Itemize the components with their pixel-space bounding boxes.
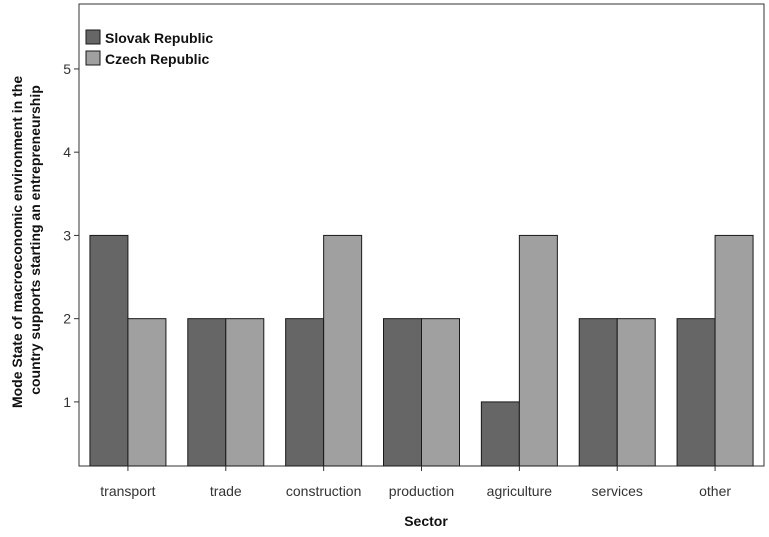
bar-czech-agriculture — [518, 234, 558, 467]
legend-swatch-slovak — [85, 29, 101, 45]
bars — [89, 234, 754, 467]
bar-czech-production — [421, 318, 460, 467]
y-tick-label: 2 — [63, 311, 71, 327]
y-tick-label: 3 — [63, 227, 71, 243]
x-tick-label-trade: trade — [210, 483, 242, 499]
legend: Slovak Republic Czech Republic — [85, 29, 213, 67]
y-axis-title: Mode State of macroeconomic environment … — [9, 72, 43, 408]
bar-slovak-agriculture — [480, 401, 520, 467]
bar-slovak-transport — [89, 234, 129, 467]
y-tick-label: 5 — [63, 61, 71, 77]
x-tick-label-construction: construction — [286, 483, 361, 499]
bar-slovak-construction — [285, 318, 325, 467]
x-axis-title: Sector — [404, 513, 448, 529]
bar-czech-transport — [127, 318, 167, 467]
x-tick-label-production: production — [389, 483, 454, 499]
bar-slovak-trade — [187, 318, 227, 467]
bar-czech-trade — [225, 318, 265, 467]
y-axis-title-line-2: country supports starting an entrepreneu… — [27, 85, 43, 395]
x-tick-label-agriculture: agriculture — [487, 483, 553, 499]
legend-label-slovak: Slovak Republic — [105, 30, 213, 46]
x-tick-label-other: other — [699, 483, 731, 499]
legend-swatch-czech — [85, 50, 101, 66]
x-tick-label-services: services — [592, 483, 643, 499]
bar-czech-construction — [323, 234, 363, 467]
bar-czech-services — [616, 318, 656, 467]
bar-slovak-production — [383, 318, 422, 467]
bar-slovak-other — [676, 318, 716, 467]
y-axis: 1 2 3 4 5 — [63, 61, 79, 410]
y-tick-label: 1 — [63, 394, 71, 410]
y-tick-label: 4 — [63, 144, 71, 160]
x-axis: transport trade construction production agri… — [100, 466, 731, 499]
bar-slovak-services — [578, 318, 618, 467]
bar-czech-other — [714, 234, 754, 467]
legend-label-czech: Czech Republic — [105, 51, 209, 67]
x-tick-label-transport: transport — [100, 483, 155, 499]
y-axis-title-line-1: Mode State of macroeconomic environment … — [9, 76, 25, 408]
